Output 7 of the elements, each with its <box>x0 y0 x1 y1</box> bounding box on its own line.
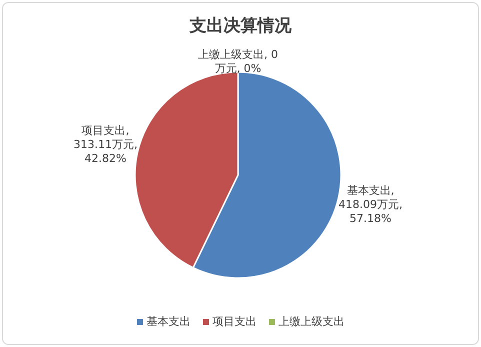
legend-label: 上缴上级支出 <box>278 315 344 328</box>
legend-label: 项目支出 <box>212 315 256 328</box>
data-label: 基本支出, 418.09万元, 57.18% <box>338 184 404 226</box>
text: 上缴上级支出, 0万元, 0% <box>198 48 278 75</box>
chart-title: 支出决算情况 <box>188 16 292 36</box>
data-label: 项目支出, 313.11万元, 42.82% <box>72 124 138 166</box>
legend-label: 基本支出 <box>146 315 190 328</box>
